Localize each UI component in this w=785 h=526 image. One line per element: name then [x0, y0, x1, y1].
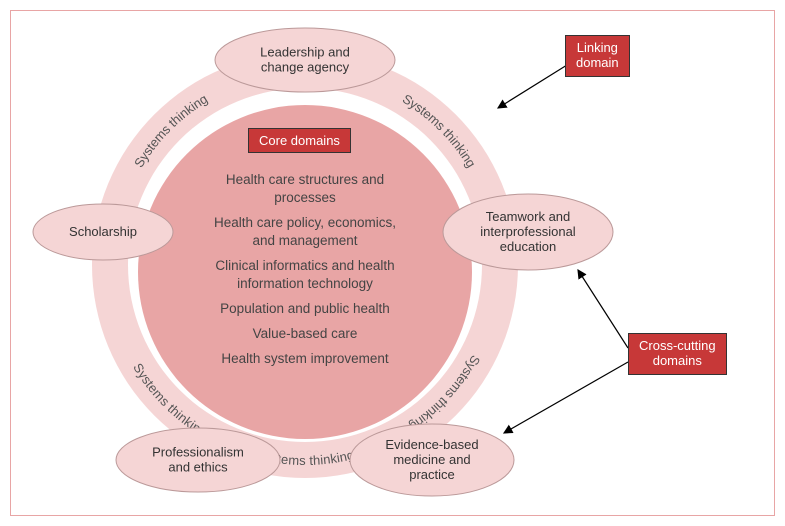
- svg-text:Evidence-based: Evidence-based: [385, 437, 478, 452]
- crosscutting-domains-callout: Cross-cuttingdomains: [628, 333, 727, 375]
- svg-text:Professionalism: Professionalism: [152, 445, 244, 460]
- svg-text:information technology: information technology: [237, 276, 373, 291]
- svg-text:Clinical informatics and healt: Clinical informatics and health: [215, 258, 394, 273]
- core-domains-label: Core domains: [248, 128, 351, 153]
- svg-text:change agency: change agency: [261, 60, 350, 75]
- svg-text:interprofessional: interprofessional: [480, 224, 575, 239]
- svg-text:and management: and management: [252, 233, 357, 248]
- svg-text:Health care structures and: Health care structures and: [226, 172, 384, 187]
- diagram-svg: Systems thinkingSystems thinkingSystems …: [0, 0, 785, 526]
- svg-text:Leadership and: Leadership and: [260, 45, 350, 60]
- svg-text:and ethics: and ethics: [168, 460, 228, 475]
- svg-text:processes: processes: [274, 190, 336, 205]
- svg-text:Value-based care: Value-based care: [253, 326, 358, 341]
- svg-text:Health system improvement: Health system improvement: [221, 351, 389, 366]
- linking-domain-callout: Linkingdomain: [565, 35, 630, 77]
- svg-text:Health care policy, economics,: Health care policy, economics,: [214, 215, 396, 230]
- svg-text:medicine and: medicine and: [393, 452, 470, 467]
- svg-text:education: education: [500, 239, 556, 254]
- svg-text:Population and public health: Population and public health: [220, 301, 390, 316]
- svg-text:Scholarship: Scholarship: [69, 224, 137, 239]
- svg-text:Teamwork and: Teamwork and: [486, 209, 571, 224]
- svg-text:practice: practice: [409, 467, 455, 482]
